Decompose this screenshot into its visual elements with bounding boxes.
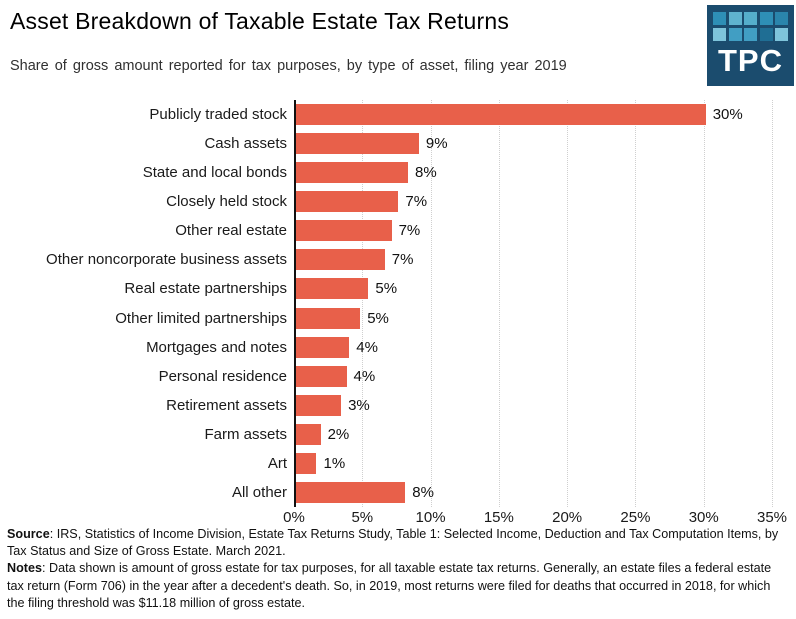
logo-square [713, 27, 726, 41]
bar-value-label: 3% [348, 396, 370, 414]
logo-square [744, 27, 757, 41]
plot-area: 30% 9% 8% 7% 7% 7% 5% 5% 4% 4% 3% 2% 1% 8% [294, 100, 778, 507]
category-label: All other [231, 483, 287, 501]
gridline [635, 100, 637, 507]
category-label: Art [267, 454, 287, 472]
category-label: Personal residence [158, 367, 287, 385]
logo-square [728, 12, 742, 25]
bar-value-label: 5% [375, 280, 398, 298]
tpc-logo: TPC [707, 5, 794, 86]
bar-value-label: 1% [323, 454, 346, 472]
logo-square [728, 27, 742, 41]
bar [296, 336, 350, 358]
bar [296, 220, 392, 242]
gridline [362, 100, 364, 507]
bar [296, 365, 347, 387]
category-label: State and local bonds [142, 164, 287, 182]
x-tick-label: 0% [283, 509, 305, 526]
x-tick-label: 30% [688, 509, 719, 526]
bar-value-label: 8% [412, 483, 434, 501]
category-label: Other limited partnerships [115, 309, 287, 327]
gridline [567, 100, 569, 507]
category-label: Retirement assets [166, 396, 287, 414]
bar [296, 423, 321, 445]
x-tick-label: 35% [756, 509, 788, 526]
bar-value-label: 7% [405, 193, 428, 211]
bar [296, 452, 317, 474]
x-tick-label: 15% [483, 509, 514, 526]
notes-text: : Data shown is amount of gross estate f… [7, 561, 772, 610]
gridline [772, 100, 773, 507]
bar-value-label: 8% [414, 164, 437, 182]
gridline [498, 100, 500, 507]
category-label: Publicly traded stock [149, 106, 287, 123]
footer: Source: IRS, Statistics of Income Divisi… [7, 526, 791, 612]
category-label: Cash assets [204, 135, 287, 153]
gridline [703, 100, 705, 507]
source-label: Source [7, 527, 50, 541]
bar-value-label: 2% [327, 425, 350, 443]
bar-value-label: 9% [425, 135, 448, 153]
bar-value-label: 30% [712, 106, 743, 124]
bar [296, 249, 385, 271]
bar [296, 278, 369, 300]
category-label: Farm assets [204, 425, 287, 443]
x-tick-label: 20% [552, 509, 583, 526]
x-tick-label: 10% [415, 509, 446, 526]
bar-value-label: 7% [398, 222, 421, 240]
bar [296, 104, 706, 126]
logo-square [759, 12, 773, 25]
logo-square [775, 27, 788, 41]
category-label: Mortgages and notes [146, 338, 287, 356]
category-labels: Publicly traded stock Cash assets State an… [0, 100, 287, 507]
page-subtitle: Share of gross amount reported for tax p… [10, 58, 567, 74]
logo-square [759, 27, 773, 41]
category-label: Other real estate [175, 222, 287, 240]
source-note: Source: IRS, Statistics of Income Divisi… [7, 526, 791, 560]
page-title: Asset Breakdown of Taxable Estate Tax Re… [10, 8, 510, 34]
gridline [430, 100, 432, 507]
bar-value-label: 4% [353, 367, 376, 385]
notes-note: Notes: Data shown is amount of gross est… [7, 560, 791, 612]
bar [296, 133, 419, 155]
bar-value-label: 5% [367, 309, 389, 327]
category-label: Other noncorporate business assets [46, 251, 287, 269]
bar [296, 191, 399, 213]
bar [296, 307, 361, 329]
category-label: Closely held stock [166, 193, 287, 211]
logo-square [713, 12, 726, 25]
bar [296, 481, 406, 503]
y-axis-line [294, 100, 296, 507]
tpc-logo-squares-icon [713, 12, 788, 41]
logo-square [744, 12, 757, 25]
tpc-logo-text: TPC [718, 42, 783, 78]
x-tick-label: 25% [620, 509, 651, 526]
logo-square [775, 12, 788, 25]
category-label: Real estate partnerships [124, 280, 287, 298]
bar [296, 394, 342, 416]
x-axis: 0% 5% 10% 15% 20% 25% 30% 35% [283, 509, 787, 529]
x-tick-label: 5% [351, 509, 374, 526]
bar-value-label: 7% [391, 251, 414, 269]
source-text: : IRS, Statistics of Income Division, Es… [7, 527, 779, 559]
bar [296, 162, 408, 184]
bar-value-label: 4% [356, 338, 378, 356]
notes-label: Notes [7, 561, 42, 576]
